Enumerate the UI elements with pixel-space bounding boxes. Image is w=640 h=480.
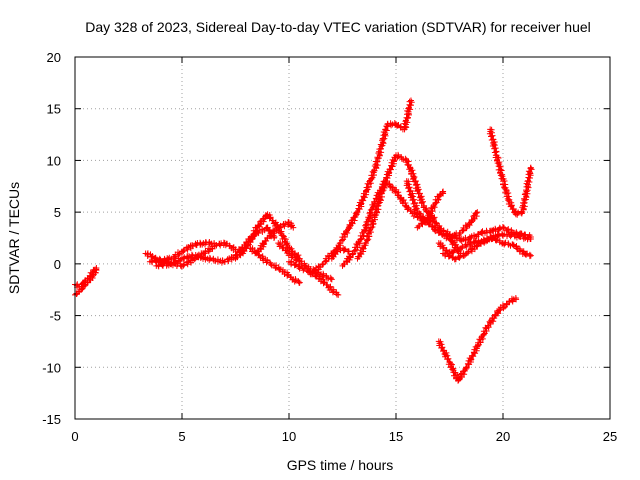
series-s2 — [72, 264, 100, 291]
series-trace-markers — [448, 210, 480, 241]
x-axis-label: GPS time / hours — [287, 457, 394, 473]
y-tick-label: -15 — [42, 412, 61, 427]
x-tick-label: 10 — [282, 429, 296, 444]
series-trace-markers — [249, 245, 303, 286]
axis-ticks: 0 5 10 15 20 25 -15 -10 -5 0 5 10 15 20 — [42, 50, 617, 444]
series-trace-markers — [486, 126, 535, 218]
data-series-layer — [72, 97, 535, 384]
chart-title: Day 328 of 2023, Sidereal Day-to-day VTE… — [85, 19, 591, 35]
series-s18 — [440, 230, 534, 263]
series-s8 — [247, 245, 303, 286]
data-point — [527, 252, 534, 259]
y-tick-label: -5 — [49, 309, 61, 324]
series-s16 — [414, 188, 447, 231]
series-trace-markers — [329, 98, 415, 260]
y-tick-label: 0 — [54, 257, 61, 272]
x-tick-label: 15 — [389, 429, 403, 444]
y-tick-label: 5 — [54, 205, 61, 220]
y-tick-label: 15 — [47, 102, 61, 117]
y-tick-label: 20 — [47, 50, 61, 65]
series-s20 — [486, 126, 535, 218]
series-s4 — [146, 239, 218, 266]
series-s19 — [446, 209, 481, 241]
x-tick-label: 0 — [71, 429, 78, 444]
series-trace-markers — [148, 239, 218, 266]
series-s15 — [403, 178, 438, 226]
series-trace-markers — [73, 266, 100, 291]
x-tick-label: 20 — [496, 429, 510, 444]
series-trace-markers — [441, 230, 534, 263]
x-tick-label: 5 — [178, 429, 185, 444]
series-s21 — [435, 294, 520, 384]
y-tick-label: -10 — [42, 360, 61, 375]
series-s12 — [328, 97, 415, 262]
series-trace-markers — [436, 295, 520, 383]
y-axis-label: SDTVAR / TECUs — [6, 182, 22, 294]
y-tick-label: 10 — [47, 153, 61, 168]
plot-frame — [74, 56, 611, 420]
x-tick-label: 25 — [603, 429, 617, 444]
series-trace-markers — [415, 189, 447, 230]
